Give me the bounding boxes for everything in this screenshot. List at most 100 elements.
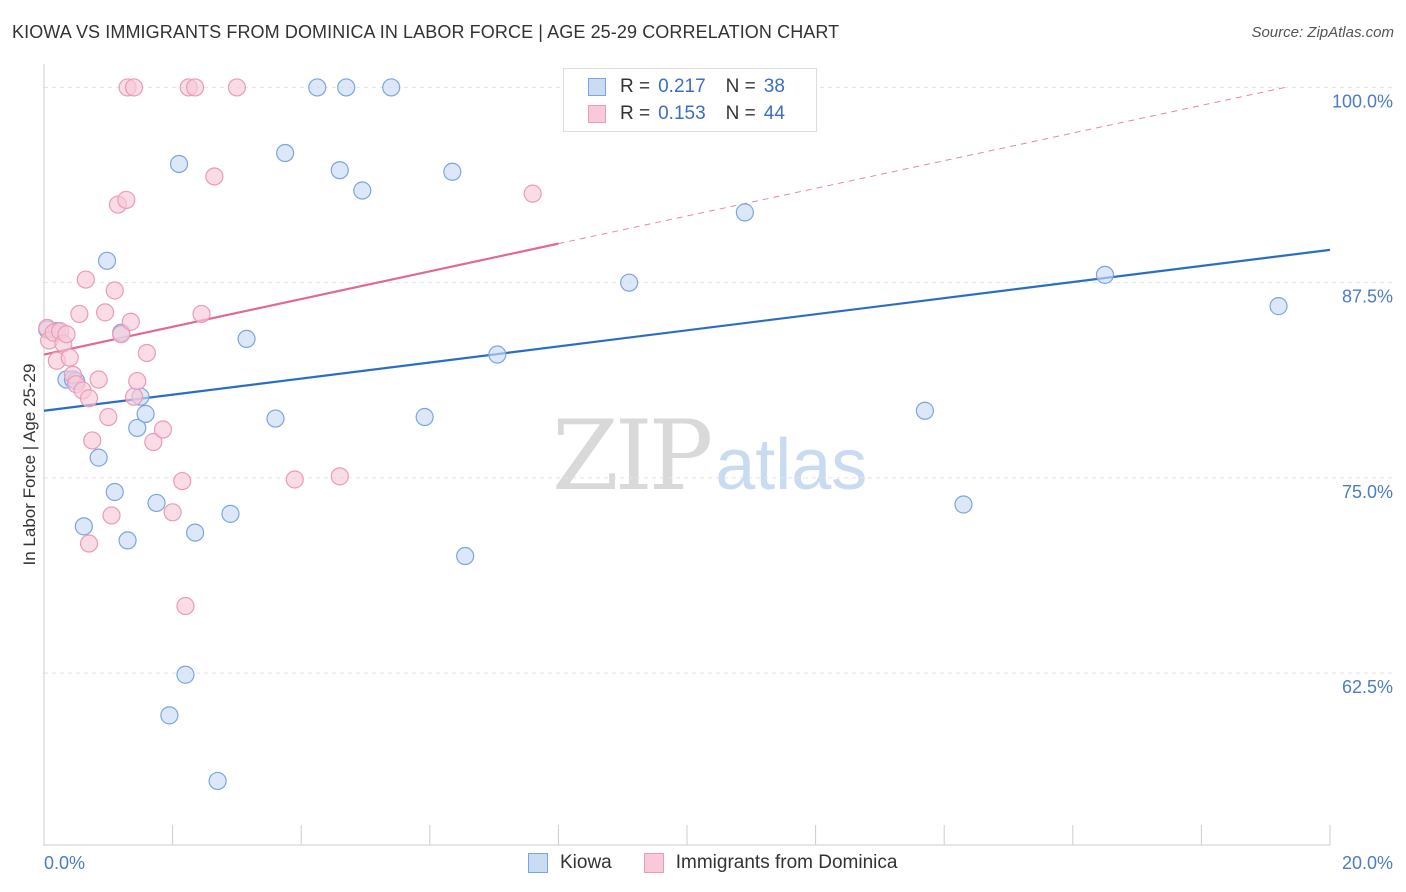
kiowa-point [330, 161, 349, 180]
kiowa-point [1269, 297, 1288, 316]
legend-row-kiowa: R = 0.217 N = 38 [588, 75, 785, 99]
series-swatch-kiowa [528, 853, 548, 873]
dominica-point [176, 596, 195, 616]
kiowa-point [176, 665, 195, 684]
correlation-legend: R = 0.217 N = 38 R = 0.153 N = 44 [563, 68, 817, 132]
dominica-point [79, 389, 99, 408]
kiowa-point [186, 523, 205, 542]
dominica-point [79, 534, 99, 553]
legend-r-label: R = [620, 76, 651, 97]
dominica-point [102, 506, 121, 525]
kiowa-point [620, 273, 639, 292]
kiowa-point [382, 78, 401, 97]
dominica-point [186, 78, 205, 97]
kiowa-point [915, 401, 935, 420]
dominica-point [99, 407, 118, 427]
label-layer: 100.0% 87.5% 75.0% 62.5% 0.0% 20.0% In Labor F… [20, 91, 1393, 873]
dominica-point [523, 184, 542, 203]
trend-line-extension [558, 86, 1286, 245]
kiowa-point [208, 771, 227, 791]
dominica-point [124, 387, 144, 406]
kiowa-point [160, 706, 179, 725]
kiowa-point [147, 493, 166, 513]
series-swatch-dominica [643, 853, 664, 873]
series-legend: Kiowa Immigrants from Dominica [528, 852, 929, 874]
kiowa-point [337, 78, 356, 97]
legend-n-label: N = [725, 76, 756, 97]
dominica-point [227, 78, 246, 97]
dominica-point [192, 304, 211, 324]
legend-n-label: N = [725, 103, 756, 124]
chart-title: KIOWA VS IMMIGRANTS FROM DOMINICA IN LAB… [12, 22, 840, 42]
dominica-point [112, 325, 131, 344]
kiowa-point [488, 345, 507, 364]
series-legend-dominica[interactable]: Immigrants from Dominica [643, 852, 898, 874]
kiowa-point [105, 482, 124, 502]
legend-swatch-kiowa [588, 78, 606, 96]
kiowa-point [221, 504, 240, 523]
kiowa-point [169, 154, 189, 174]
dominica-point [60, 348, 79, 367]
dominica-point [173, 471, 192, 491]
trend-layer [43, 86, 1331, 412]
kiowa-point [74, 517, 93, 536]
kiowa-point [97, 251, 117, 270]
legend-swatch-dominica [588, 105, 606, 123]
trend-line-kiowa [43, 248, 1331, 412]
dominica-point [70, 304, 89, 324]
kiowa-point [308, 78, 327, 97]
dominica-point [128, 371, 147, 391]
dominica-point [285, 470, 304, 489]
y-tick-label: 87.5% [1342, 287, 1393, 307]
dominica-point [205, 167, 224, 186]
axis-layer [43, 64, 1331, 846]
dominica-point [76, 270, 95, 289]
grid-layer [44, 86, 1392, 674]
dominica-point [95, 303, 115, 322]
y-tick-label: 75.0% [1342, 482, 1393, 502]
kiowa-point [443, 162, 462, 181]
legend-n-value: 38 [763, 76, 785, 97]
kiowa-point [353, 181, 372, 200]
kiowa-point [456, 546, 475, 566]
dominica-point [137, 343, 156, 363]
dominica-point [144, 432, 163, 452]
y-axis-title: In Labor Force | Age 25-29 [20, 364, 39, 566]
kiowa-point [735, 203, 754, 222]
dominica-point [117, 190, 136, 209]
kiowa-point [954, 495, 973, 514]
source-credit: Source: ZipAtlas.com [1251, 24, 1394, 41]
y-tick-label: 62.5% [1342, 677, 1393, 697]
legend-r-label: R = [620, 103, 651, 124]
kiowa-point [266, 409, 285, 428]
dominica-point [57, 325, 76, 344]
legend-r-value: 0.217 [658, 76, 706, 97]
y-tick-label: 100.0% [1332, 91, 1393, 111]
dominica-point [330, 467, 349, 486]
kiowa-point [89, 448, 108, 467]
series-legend-kiowa[interactable]: Kiowa [528, 852, 612, 874]
kiowa-point [1095, 265, 1115, 284]
points-layer [38, 78, 1288, 791]
dominica-point [153, 420, 173, 439]
dominica-point [83, 431, 102, 450]
kiowa-point [415, 407, 434, 427]
legend-r-value: 0.153 [658, 103, 706, 124]
kiowa-point [118, 531, 137, 550]
x-tick-label: 20.0% [1342, 853, 1393, 873]
dominica-point [121, 312, 140, 331]
legend-row-dominica: R = 0.153 N = 44 [588, 102, 785, 126]
kiowa-point [276, 143, 295, 163]
kiowa-point [128, 418, 147, 438]
kiowa-point [237, 329, 256, 349]
x-tick-label: 0.0% [44, 853, 85, 873]
series-label-kiowa: Kiowa [560, 852, 612, 873]
dominica-point [89, 370, 108, 389]
dominica-point [163, 503, 182, 522]
dominica-point [105, 281, 124, 300]
series-label-dominica: Immigrants from Dominica [675, 852, 898, 873]
legend-n-value: 44 [763, 103, 785, 124]
kiowa-point [136, 404, 155, 423]
dominica-point [124, 78, 144, 97]
